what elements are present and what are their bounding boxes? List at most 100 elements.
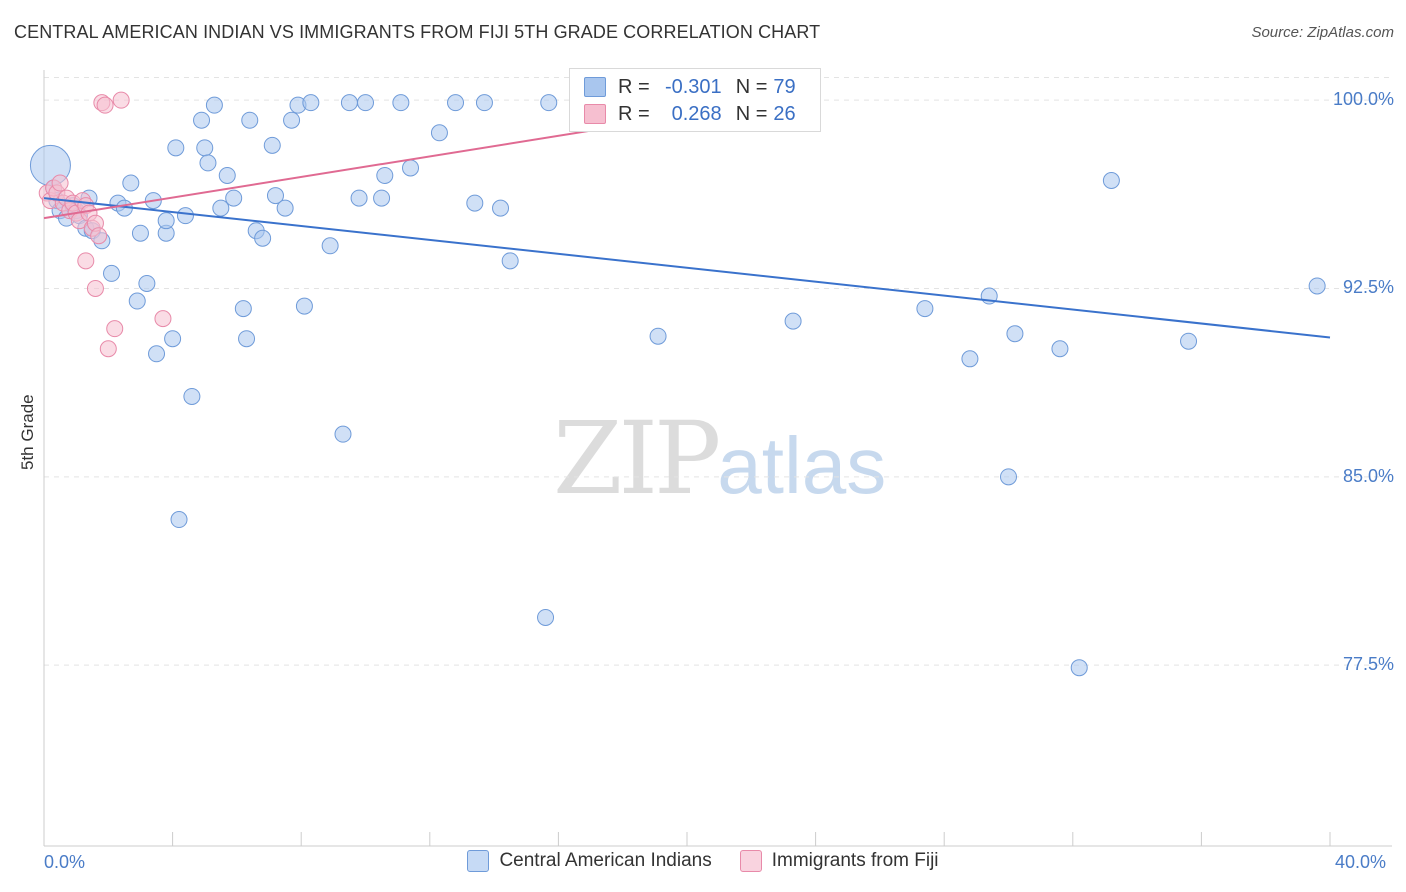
- data-point: [234, 300, 252, 318]
- data-point: [1308, 277, 1326, 295]
- data-point: [90, 227, 108, 245]
- data-point: [283, 111, 301, 129]
- y-tick-label: 92.5%: [1342, 277, 1394, 298]
- watermark-zip: ZIP: [553, 400, 721, 517]
- watermark: ZIPatlas: [553, 400, 886, 517]
- stats-r-label: R =: [618, 75, 650, 98]
- data-point: [537, 608, 555, 626]
- data-point: [128, 292, 146, 310]
- data-point: [176, 207, 194, 225]
- trend-line-central-american-indians: [43, 197, 1331, 339]
- data-point: [103, 264, 121, 282]
- data-point: [430, 124, 448, 142]
- data-point: [492, 199, 510, 217]
- stats-box: R = -0.301 N = 79 R = 0.268 N = 26: [569, 68, 821, 132]
- stats-row-pink: R = 0.268 N = 26: [584, 102, 796, 126]
- legend: Central American Indians Immigrants from…: [0, 850, 1406, 872]
- data-point: [340, 94, 358, 112]
- data-point: [649, 327, 667, 345]
- y-tick-label: 100.0%: [1332, 89, 1394, 110]
- y-tick-label: 77.5%: [1342, 654, 1394, 675]
- data-point: [167, 139, 185, 157]
- data-point: [77, 252, 95, 270]
- series-immigrants-from-fiji: [38, 91, 625, 358]
- data-point: [154, 310, 172, 328]
- data-point: [357, 94, 374, 112]
- data-point: [106, 320, 124, 338]
- data-point: [266, 187, 284, 205]
- data-point: [148, 345, 166, 363]
- y-tick-label: 85.0%: [1342, 465, 1394, 486]
- data-point: [96, 96, 114, 114]
- data-point: [1180, 332, 1198, 350]
- data-point: [99, 340, 117, 358]
- stats-n-value: 79: [773, 75, 796, 98]
- data-point: [138, 274, 156, 292]
- data-point: [961, 350, 979, 368]
- grid-lines: [44, 77, 1390, 666]
- data-point: [212, 199, 230, 217]
- data-point: [376, 166, 394, 184]
- data-point: [196, 139, 214, 157]
- legend-swatch-blue: [467, 850, 490, 872]
- data-point: [238, 330, 256, 348]
- stats-n-label: N =: [735, 75, 768, 98]
- data-point: [86, 279, 104, 297]
- data-point: [170, 511, 188, 529]
- data-point: [373, 189, 391, 207]
- data-point: [392, 94, 410, 112]
- data-point: [276, 199, 294, 217]
- stats-r-value: -0.301: [664, 75, 722, 98]
- data-point: [784, 312, 802, 330]
- data-point: [1006, 325, 1024, 343]
- data-point: [199, 154, 217, 172]
- data-point: [321, 237, 339, 255]
- chart-source: Source: ZipAtlas.com: [1251, 24, 1394, 41]
- data-point: [475, 94, 493, 112]
- data-point: [402, 159, 420, 177]
- stats-n-value: 26: [773, 102, 796, 125]
- chart-title: CENTRAL AMERICAN INDIAN VS IMMIGRANTS FR…: [14, 22, 821, 42]
- series-central-american-indians: [29, 94, 1326, 677]
- data-point: [1051, 340, 1069, 358]
- x-tick-label-min: 0.0%: [44, 852, 86, 872]
- data-point: [1102, 171, 1120, 189]
- data-point: [916, 300, 934, 318]
- legend-label: Central American Indians: [499, 850, 712, 871]
- data-point: [51, 174, 69, 192]
- data-point: [112, 91, 130, 109]
- data-point: [254, 229, 272, 247]
- data-point: [501, 252, 519, 270]
- trend-lines: [43, 114, 1331, 339]
- stats-swatch-pink: [584, 104, 606, 124]
- data-point: [225, 189, 243, 207]
- x-tick-label-max: 40.0%: [1335, 852, 1387, 872]
- data-point: [183, 387, 201, 405]
- legend-item-immigrants-from-fiji: Immigrants from Fiji: [739, 850, 939, 872]
- stats-r-label: R =: [618, 102, 650, 125]
- data-point: [122, 174, 140, 192]
- data-point: [334, 425, 352, 443]
- data-point: [302, 94, 320, 112]
- watermark-atlas: atlas: [717, 421, 887, 510]
- data-point: [164, 330, 182, 348]
- data-point: [218, 166, 236, 184]
- data-point: [1000, 468, 1017, 486]
- data-point: [466, 194, 484, 212]
- stats-n-label: N =: [735, 102, 768, 125]
- data-point: [447, 94, 465, 112]
- data-point: [205, 96, 223, 114]
- legend-label: Immigrants from Fiji: [771, 850, 939, 871]
- data-point: [350, 189, 368, 207]
- stats-r-value: 0.268: [671, 102, 722, 125]
- legend-item-central-american-indians: Central American Indians: [467, 850, 712, 872]
- data-point: [157, 212, 175, 230]
- data-point: [540, 94, 558, 112]
- y-axis-label: 5th Grade: [18, 394, 37, 470]
- legend-swatch-pink: [739, 850, 762, 872]
- data-point: [241, 111, 259, 129]
- data-point: [1070, 659, 1088, 677]
- data-point: [295, 297, 313, 315]
- stats-swatch-blue: [584, 77, 606, 97]
